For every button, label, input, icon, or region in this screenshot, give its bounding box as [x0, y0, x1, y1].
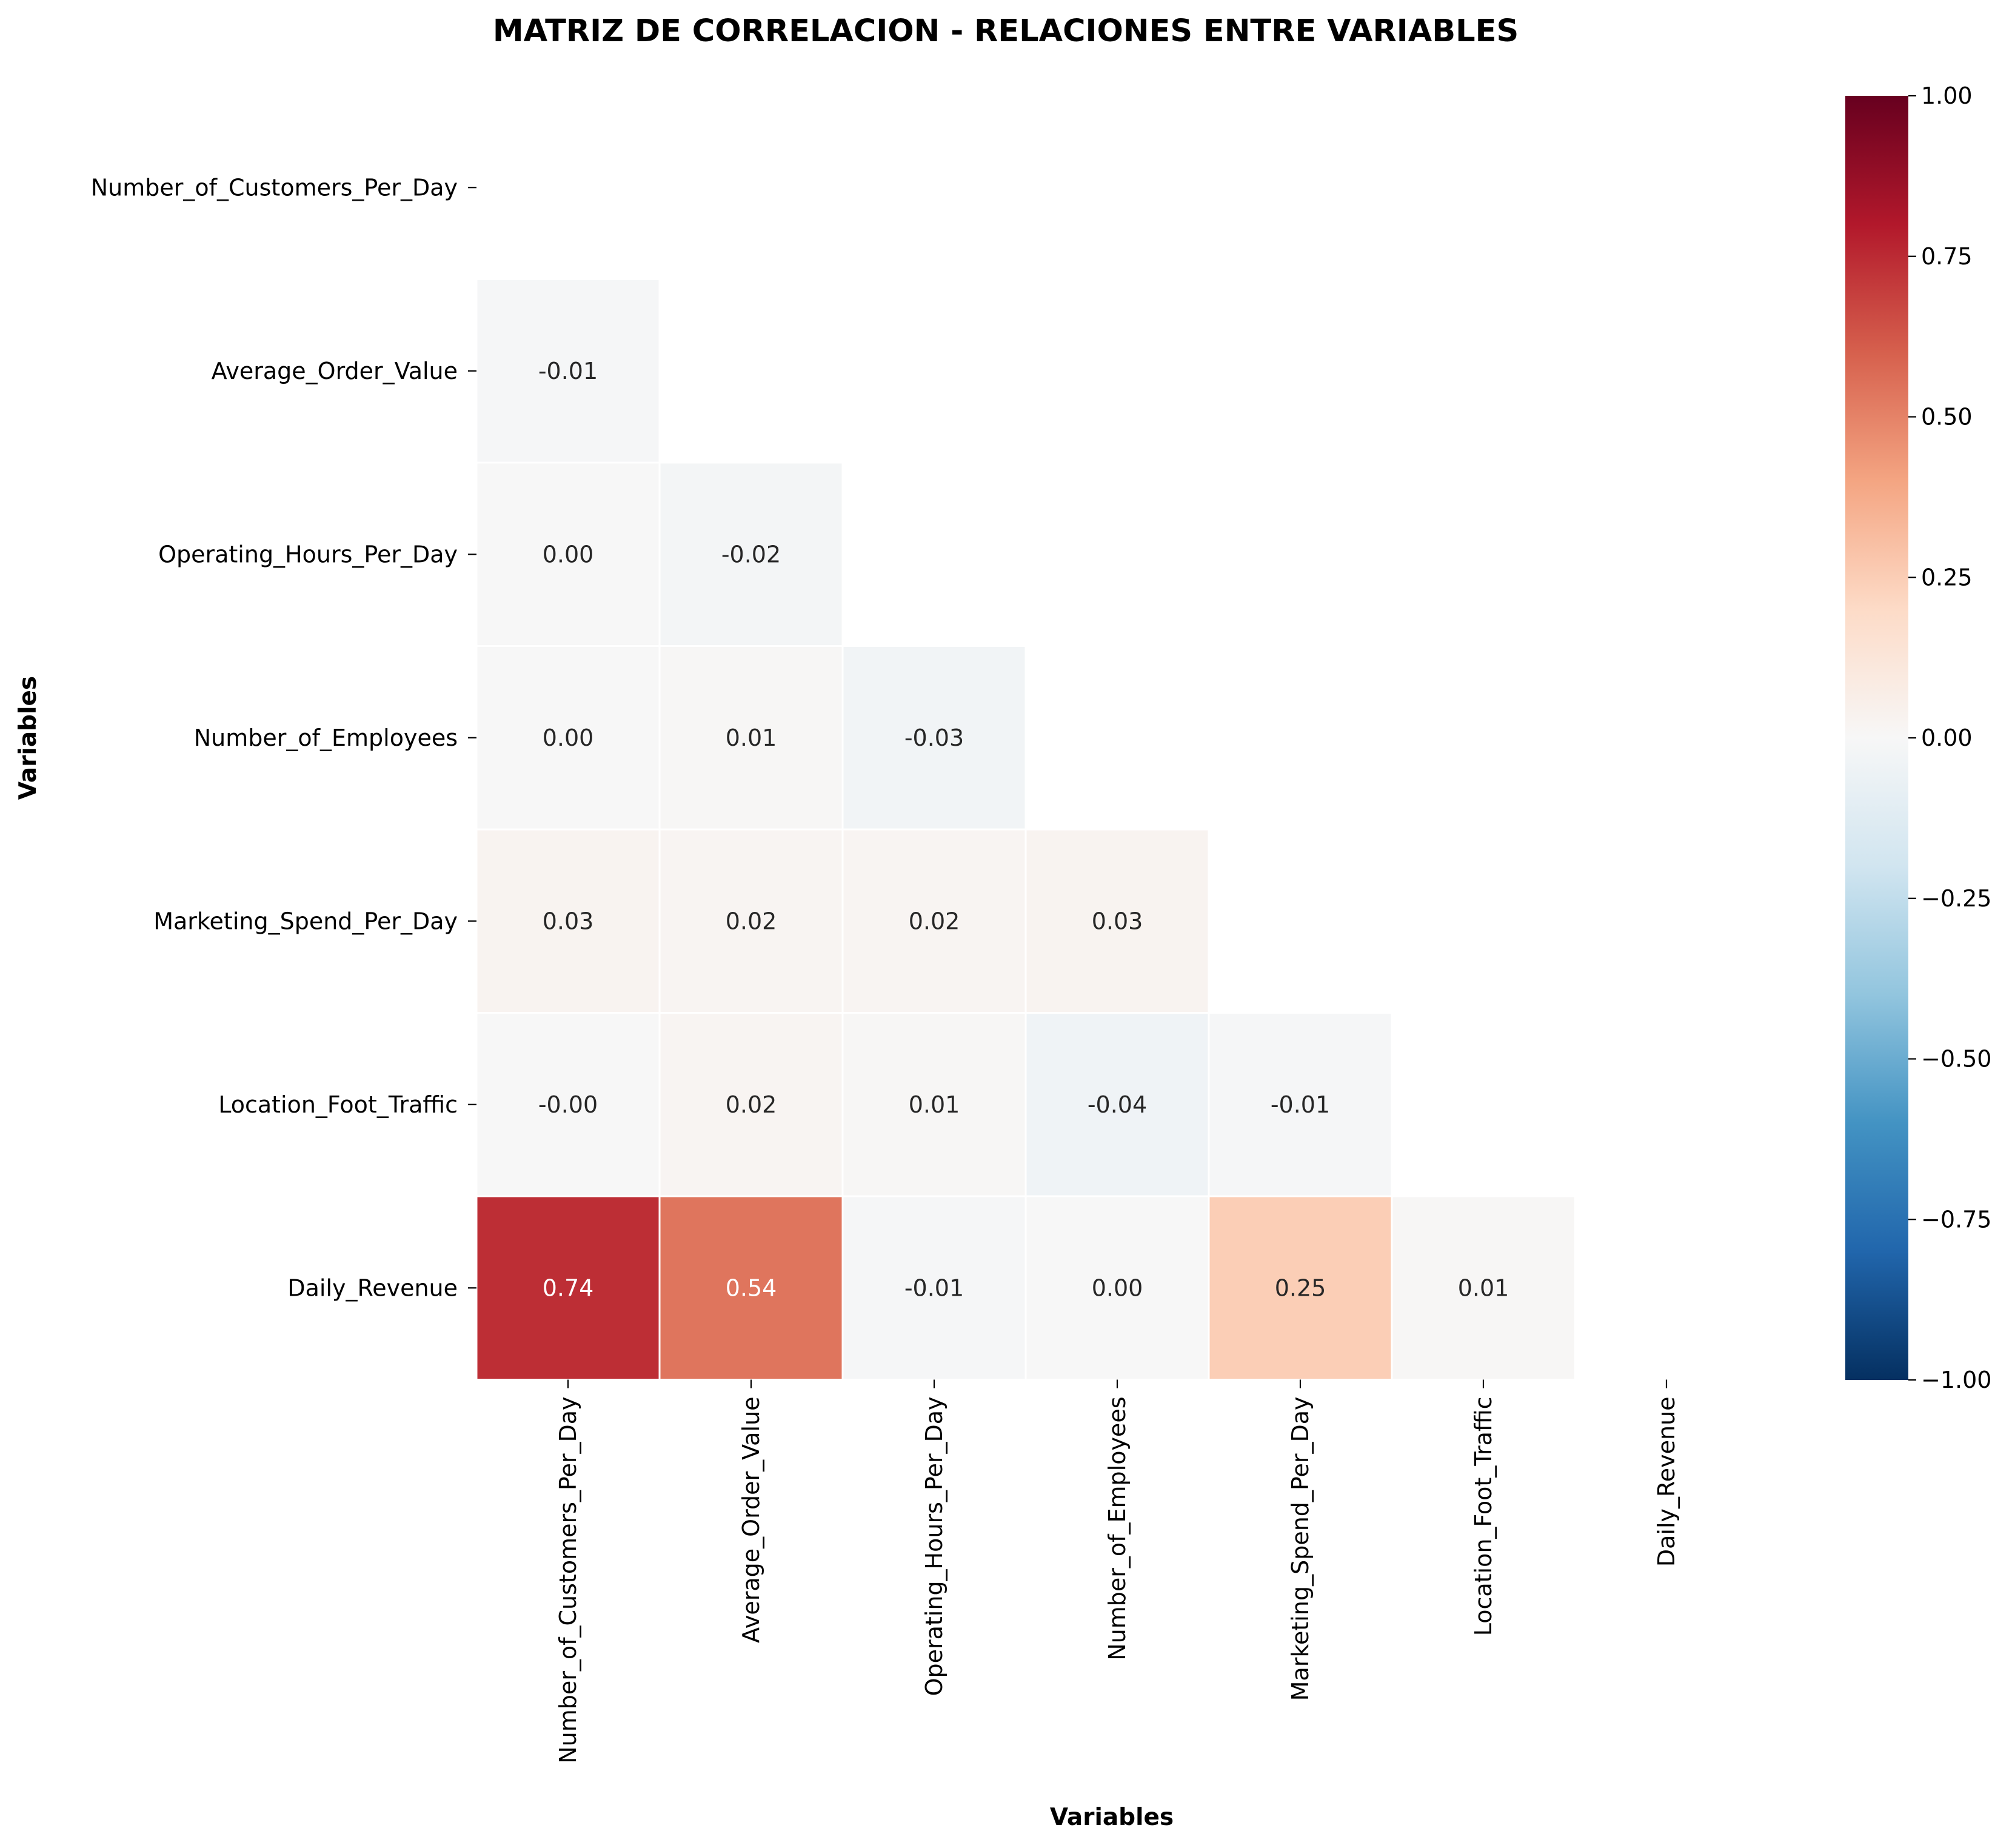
heatmap-cell: [658, 1195, 844, 1381]
cell-value-label: 0.25: [1275, 1274, 1326, 1301]
cell-value-label: 0.01: [909, 1091, 960, 1118]
cell-value-label: 0.02: [909, 908, 960, 934]
heatmap-cell: [475, 278, 661, 464]
y-tick-labels: Number_of_Customers_Per_Day Average_Order…: [91, 174, 476, 1301]
cell-value-label: -0.01: [1271, 1091, 1330, 1118]
heatmap-cell: [1391, 1195, 1576, 1381]
y-tick-label: Operating_Hours_Per_Day: [158, 541, 458, 567]
cell-value-label: -0.03: [904, 725, 964, 751]
cell-value-label: 0.00: [543, 725, 594, 751]
colorbar: 1.00 0.75 0.50 0.25 0.00 −0.25 −0.50 −0.75 −1.00: [1845, 82, 1991, 1393]
x-tick-label: Average_Order_Value: [738, 1397, 764, 1643]
cell-value-label: -0.04: [1088, 1091, 1147, 1118]
x-tick-label: Operating_Hours_Per_Day: [921, 1397, 948, 1696]
cell-value-label: 0.01: [1458, 1274, 1509, 1301]
heatmap-cell: [475, 645, 661, 831]
heatmap-cell: [1208, 1012, 1393, 1197]
heatmap-cell: [1024, 828, 1210, 1014]
cell-value-label: 0.54: [726, 1274, 777, 1301]
chart-title: MATRIZ DE CORRELACION - RELACIONES ENTRE…: [493, 13, 1519, 49]
cell-value-label: -0.00: [538, 1091, 598, 1118]
cell-value-label: 0.00: [1092, 1274, 1143, 1301]
cell-value-label: -0.02: [721, 541, 781, 567]
x-tick-labels: Number_of_Customers_Per_Day Average_Order…: [555, 1379, 1680, 1764]
y-tick-label: Marketing_Spend_Per_Day: [153, 908, 458, 934]
heatmap-cell: [1024, 1012, 1210, 1197]
heatmap-cell: [658, 645, 844, 831]
cell-value-label: -0.01: [904, 1274, 964, 1301]
cell-value-label: 0.02: [726, 1091, 777, 1118]
y-tick-label: Number_of_Customers_Per_Day: [91, 174, 458, 201]
heatmap-cell: [658, 828, 844, 1014]
cell-value-label: 0.03: [543, 908, 594, 934]
colorbar-tick-label: 0.50: [1921, 404, 1973, 430]
heatmap-cell: [841, 1012, 1027, 1197]
heatmap-cell: [841, 645, 1027, 831]
y-tick-label: Daily_Revenue: [287, 1274, 458, 1301]
y-tick-label: Location_Foot_Traffic: [218, 1091, 458, 1118]
cell-value-label: 0.01: [726, 725, 777, 751]
colorbar-tick-label: −0.75: [1921, 1206, 1991, 1233]
x-tick-label: Number_of_Customers_Per_Day: [555, 1397, 581, 1764]
cell-value-label: 0.74: [543, 1274, 594, 1301]
x-tick-label: Marketing_Spend_Per_Day: [1287, 1397, 1314, 1701]
colorbar-tick-label: −0.25: [1921, 885, 1991, 912]
cell-value-label: 0.00: [543, 541, 594, 567]
y-tick-label: Average_Order_Value: [212, 358, 458, 384]
heatmap-cells: -0.01 0.00 -0.02 0.00 0.01 -0.03 0.03 0.02 0.02 0…: [475, 278, 1576, 1381]
x-axis-title: Variables: [1050, 1804, 1174, 1831]
colorbar-tick-label: 1.00: [1921, 82, 1973, 109]
heatmap-cell: [475, 461, 661, 647]
colorbar-gradient: [1845, 96, 1908, 1380]
colorbar-tick-label: −1.00: [1921, 1367, 1991, 1393]
x-tick-label: Location_Foot_Traffic: [1470, 1397, 1497, 1636]
heatmap-cell: [1024, 1195, 1210, 1381]
colorbar-tick-label: −0.50: [1921, 1046, 1991, 1073]
heatmap-cell: [658, 1012, 844, 1197]
x-tick-label: Daily_Revenue: [1653, 1397, 1680, 1567]
y-axis-title: Variables: [15, 676, 42, 800]
colorbar-tick-label: 0.75: [1921, 243, 1973, 270]
cell-value-label: 0.03: [1092, 908, 1143, 934]
colorbar-tick-label: 0.25: [1921, 564, 1973, 591]
heatmap-cell: [1208, 1195, 1393, 1381]
x-tick-label: Number_of_Employees: [1104, 1397, 1131, 1661]
cell-value-label: 0.02: [726, 908, 777, 934]
colorbar-tick-label: 0.00: [1921, 725, 1973, 751]
heatmap-cell: [658, 461, 844, 647]
y-tick-label: Number_of_Employees: [194, 725, 458, 751]
heatmap-cell: [841, 1195, 1027, 1381]
cell-value-label: -0.01: [538, 358, 598, 384]
